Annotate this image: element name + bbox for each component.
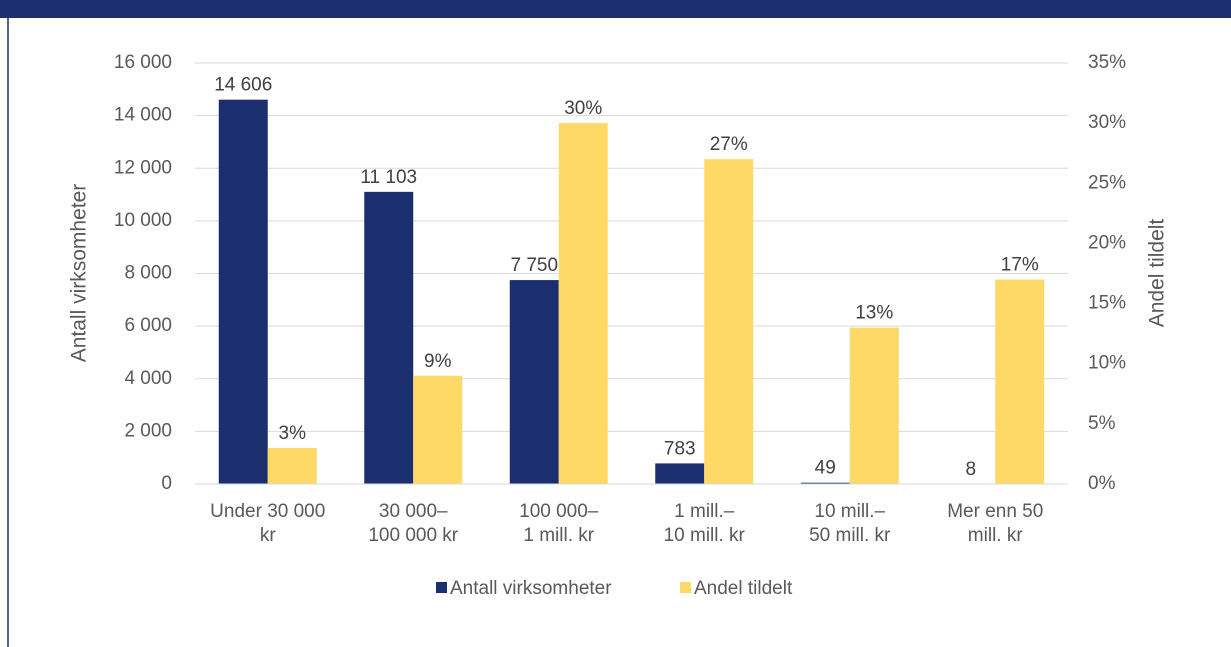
y-tick-label: 16 000: [114, 52, 172, 73]
x-tick-label: 10 mill.– 50 mill. kr: [809, 501, 891, 546]
bar: [655, 463, 705, 484]
data-label: 27%: [710, 134, 748, 155]
data-label: 8: [965, 459, 976, 480]
data-label: 30%: [564, 98, 602, 119]
y-tick-label: 2 000: [124, 420, 172, 441]
y2-tick-label: 15%: [1088, 293, 1126, 314]
x-tick-label: 100 000– 1 mill. kr: [519, 501, 599, 546]
y2-tick-label: 0%: [1088, 473, 1116, 494]
y2-tick-label: 25%: [1088, 172, 1126, 193]
data-label: 783: [664, 438, 696, 459]
y-tick-label: 0: [161, 473, 172, 494]
x-tick-label: Under 30 000 kr: [210, 501, 326, 546]
y-axis-title: Antall virksomheter: [68, 184, 91, 363]
y-tick-label: 8 000: [124, 263, 172, 284]
x-tick-label: 30 000– 100 000 kr: [368, 501, 459, 546]
bar: [218, 99, 268, 484]
bar: [558, 123, 608, 485]
y-tick-label: 10 000: [114, 210, 172, 231]
legend-label: Andel tildelt: [694, 578, 793, 599]
bar: [849, 327, 899, 484]
x-tick-label: Mer enn 50 mill. kr: [947, 501, 1044, 546]
y2-tick-label: 35%: [1088, 52, 1126, 73]
y2-tick-label: 20%: [1088, 232, 1126, 253]
y2-tick-label: 5%: [1088, 413, 1116, 434]
y2-tick-label: 30%: [1088, 112, 1126, 133]
data-label: 14 606: [214, 75, 272, 96]
bar: [704, 159, 754, 484]
legend-label: Antall virksomheter: [450, 578, 612, 599]
data-label: 11 103: [360, 167, 417, 188]
data-label: 49: [815, 458, 836, 479]
y2-tick-label: 10%: [1088, 353, 1126, 374]
bar: [364, 191, 414, 485]
y-tick-label: 4 000: [124, 368, 172, 389]
bar: [509, 280, 559, 484]
data-label: 7 750: [510, 255, 558, 276]
bar: [413, 375, 463, 484]
x-tick-label: 1 mill.– 10 mill. kr: [663, 501, 745, 546]
legend-swatch: [436, 582, 447, 593]
data-label: 17%: [1001, 255, 1039, 276]
y-tick-label: 6 000: [124, 315, 172, 336]
legend-swatch: [680, 582, 691, 593]
bar: [800, 482, 850, 484]
y-tick-label: 12 000: [114, 157, 172, 178]
data-label: 9%: [424, 351, 452, 372]
top-band: [0, 0, 1231, 18]
bar: [267, 447, 317, 484]
y2-axis-title: Andel tildelt: [1146, 219, 1169, 328]
y-tick-label: 14 000: [114, 105, 172, 126]
data-label: 13%: [855, 303, 893, 324]
data-label: 3%: [279, 423, 307, 444]
bar: [995, 279, 1045, 484]
